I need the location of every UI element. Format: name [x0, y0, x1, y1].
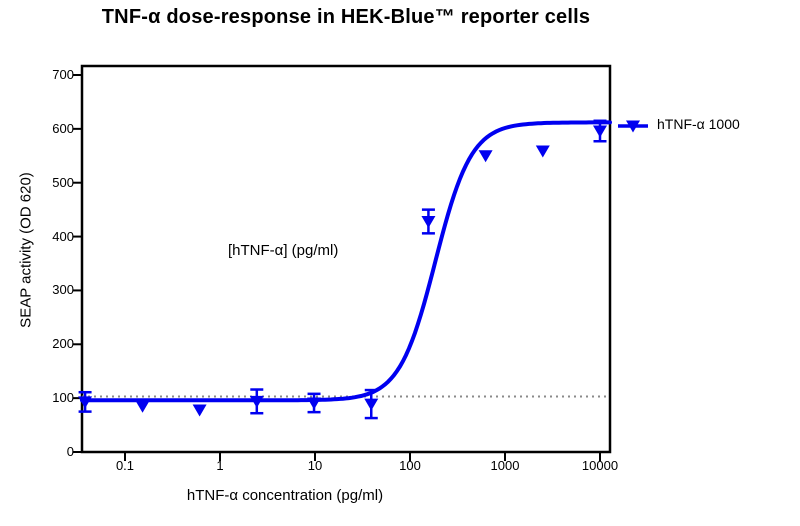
in-plot-annotation: [hTNF-α] (pg/ml) [228, 242, 339, 259]
y-tick-label: 600 [52, 120, 74, 136]
y-tick-label: 100 [52, 390, 74, 406]
y-tick-label: 500 [52, 174, 74, 190]
x-tick-label: 10 [307, 458, 323, 473]
x-tick-label: 0.1 [115, 458, 135, 473]
data-point-marker [192, 404, 207, 417]
data-point-marker [593, 125, 607, 138]
y-tick-label: 400 [52, 228, 74, 244]
y-tick-label: 0 [66, 444, 74, 459]
y-tick-label: 300 [52, 282, 74, 298]
y-axis-title: SEAP activity (OD 620) [17, 172, 35, 328]
data-point-marker [535, 145, 550, 158]
chart-title: TNF-α dose-response in HEK-Blue™ reporte… [101, 6, 591, 28]
x-tick-label: 100 [399, 458, 421, 473]
legend-marker-symbol [626, 120, 640, 133]
dose-response-curve [80, 120, 612, 403]
data-point-marker [421, 215, 436, 228]
data-point-marker [78, 396, 93, 409]
data-point-marker [307, 397, 322, 410]
legend-label: hTNF-α 1000 [657, 116, 740, 132]
data-point-marker [364, 398, 379, 411]
x-tick-label: 1 [216, 458, 224, 473]
x-tick-label: 1000 [490, 458, 520, 473]
y-tick-label: 200 [52, 336, 74, 352]
plot-frame [80, 64, 612, 454]
y-tick-label: 700 [52, 67, 74, 82]
x-tick-label: 10000 [581, 458, 619, 473]
data-point-marker [478, 150, 493, 163]
data-point-marker [249, 395, 264, 408]
data-point-marker [135, 400, 150, 413]
x-axis-title: hTNF-α concentration (pg/ml) [186, 487, 384, 504]
